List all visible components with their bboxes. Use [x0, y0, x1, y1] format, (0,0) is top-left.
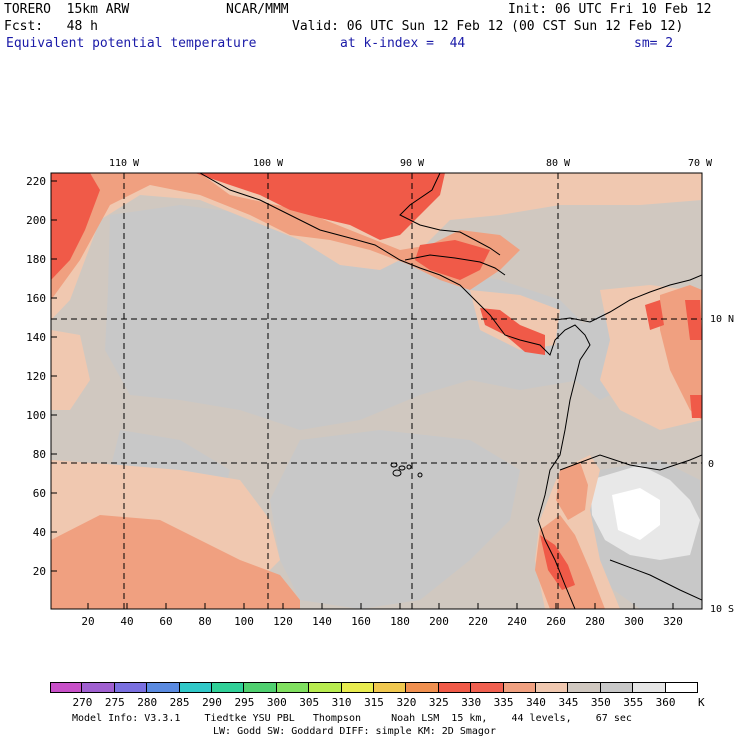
colorbar-label: 345: [558, 696, 579, 709]
colorbar-label: 290: [202, 696, 222, 709]
coastlines: [199, 173, 702, 609]
lon-label-80w: 80 W: [546, 158, 571, 169]
x-tick-label: 140: [312, 615, 332, 628]
x-tick-label: 20: [81, 615, 94, 628]
y-tick-label: 200: [26, 214, 46, 227]
field-name: Equivalent potential temperature: [6, 36, 257, 51]
x-tick-label: 180: [390, 615, 410, 628]
map-frame: [50, 172, 703, 610]
x-tick-label: 320: [663, 615, 683, 628]
colorbar-swatch: [374, 682, 407, 693]
colorbar-swatch: [212, 682, 245, 693]
colorbar-label: 330: [461, 696, 482, 709]
x-tick-label: 260: [546, 615, 566, 628]
axis-ticks: [51, 180, 674, 609]
colorbar-swatch: [244, 682, 277, 693]
colorbar-swatch: [568, 682, 601, 693]
colorbar-label: 295: [234, 696, 255, 709]
colorbar-swatch: [341, 682, 374, 693]
colorbar-label: 325: [428, 696, 449, 709]
level-index: at k-index = 44: [340, 36, 466, 51]
colorbar-swatch: [471, 682, 504, 693]
smoothing-value: sm= 2: [634, 36, 674, 51]
lon-label-100w: 100 W: [253, 158, 284, 169]
y-tick-label: 180: [26, 253, 46, 266]
y-tick-label: 40: [33, 526, 46, 539]
valid-time: Valid: 06 UTC Sun 12 Feb 12 (00 CST Sun …: [292, 19, 684, 34]
x-tick-label: 120: [273, 615, 293, 628]
y-tick-label: 140: [26, 331, 46, 344]
lon-label-110w: 110 W: [109, 158, 140, 169]
x-tick-label: 220: [468, 615, 488, 628]
colorbar-label: 320: [396, 696, 417, 709]
x-tick-label: 60: [159, 615, 172, 628]
colorbar-swatch: [114, 682, 148, 693]
colorbar-label: 335: [493, 696, 514, 709]
colorbar-label: 355: [623, 696, 644, 709]
colorbar-swatch: [633, 682, 666, 693]
colorbar-swatch: [536, 682, 569, 693]
physics-info-line: LW: Godd SW: Goddard DIFF: simple KM: 2D…: [213, 726, 496, 737]
x-tick-label: 40: [120, 615, 133, 628]
y-tick-label: 20: [33, 565, 46, 578]
colorbar-swatch: [276, 682, 310, 693]
y-tick-label: 120: [26, 370, 46, 383]
x-tick-label: 160: [351, 615, 371, 628]
colorbar-swatch: [503, 682, 536, 693]
x-tick-label: 240: [507, 615, 527, 628]
y-tick-label: 80: [33, 448, 46, 461]
model-info-line: Model Info: V3.3.1 Tiedtke YSU PBL Thomp…: [72, 713, 632, 724]
colorbar-swatch: [600, 682, 634, 693]
y-tick-label: 100: [26, 409, 46, 422]
y-tick-label: 220: [26, 175, 46, 188]
init-time: Init: 06 UTC Fri 10 Feb 12: [508, 2, 712, 17]
colorbar-label: 300: [266, 696, 287, 709]
lat-lon-gridlines: [51, 173, 702, 609]
colorbar-frame: [50, 682, 698, 693]
x-tick-label: 200: [429, 615, 449, 628]
colorbar-swatch: [50, 682, 83, 693]
colorbar-swatch: [309, 682, 342, 693]
colorbar-label: 310: [331, 696, 352, 709]
lat-label-10s: 10 S: [710, 604, 734, 615]
andes-white-region: [612, 488, 660, 540]
colorbar-label: 305: [299, 696, 320, 709]
x-tick-label: 100: [234, 615, 254, 628]
forecast-hour: Fcst: 48 h: [4, 19, 98, 34]
colorbar-label: 275: [104, 696, 125, 709]
y-tick-label: 160: [26, 292, 46, 305]
colorbar-label: 285: [169, 696, 190, 709]
organization: NCAR/MMM: [226, 2, 289, 17]
x-tick-label: 300: [624, 615, 644, 628]
colorbar-label: 315: [364, 696, 384, 709]
lon-label-90w: 90 W: [400, 158, 425, 169]
x-tick-label: 80: [198, 615, 211, 628]
y-tick-label: 60: [33, 487, 46, 500]
lat-label-0: 0: [708, 459, 714, 470]
lat-label-10n: 10 N: [710, 314, 734, 325]
colorbar-label: 270: [72, 696, 93, 709]
colorbar-swatch: [82, 682, 115, 693]
x-tick-label: 280: [585, 615, 605, 628]
colorbar-label: 360: [655, 696, 676, 709]
colorbar-label: 340: [526, 696, 546, 709]
colorbar-label: 280: [137, 696, 158, 709]
colorbar-unit: K: [698, 696, 705, 709]
colorbar-swatch: [147, 682, 180, 693]
colorbar-swatch: [438, 682, 472, 693]
equivalent-potential-temperature-map: 110 W 100 W 90 W 80 W 70 W 10 N 0 10 S 2…: [26, 158, 734, 628]
red-field-regions: [51, 173, 702, 590]
colorbar-label: 350: [590, 696, 611, 709]
model-name: TORERO 15km ARW: [4, 2, 130, 17]
colorbar-swatch: [406, 682, 439, 693]
colorbar-swatch: [179, 682, 212, 693]
lon-label-70w: 70 W: [688, 158, 713, 169]
